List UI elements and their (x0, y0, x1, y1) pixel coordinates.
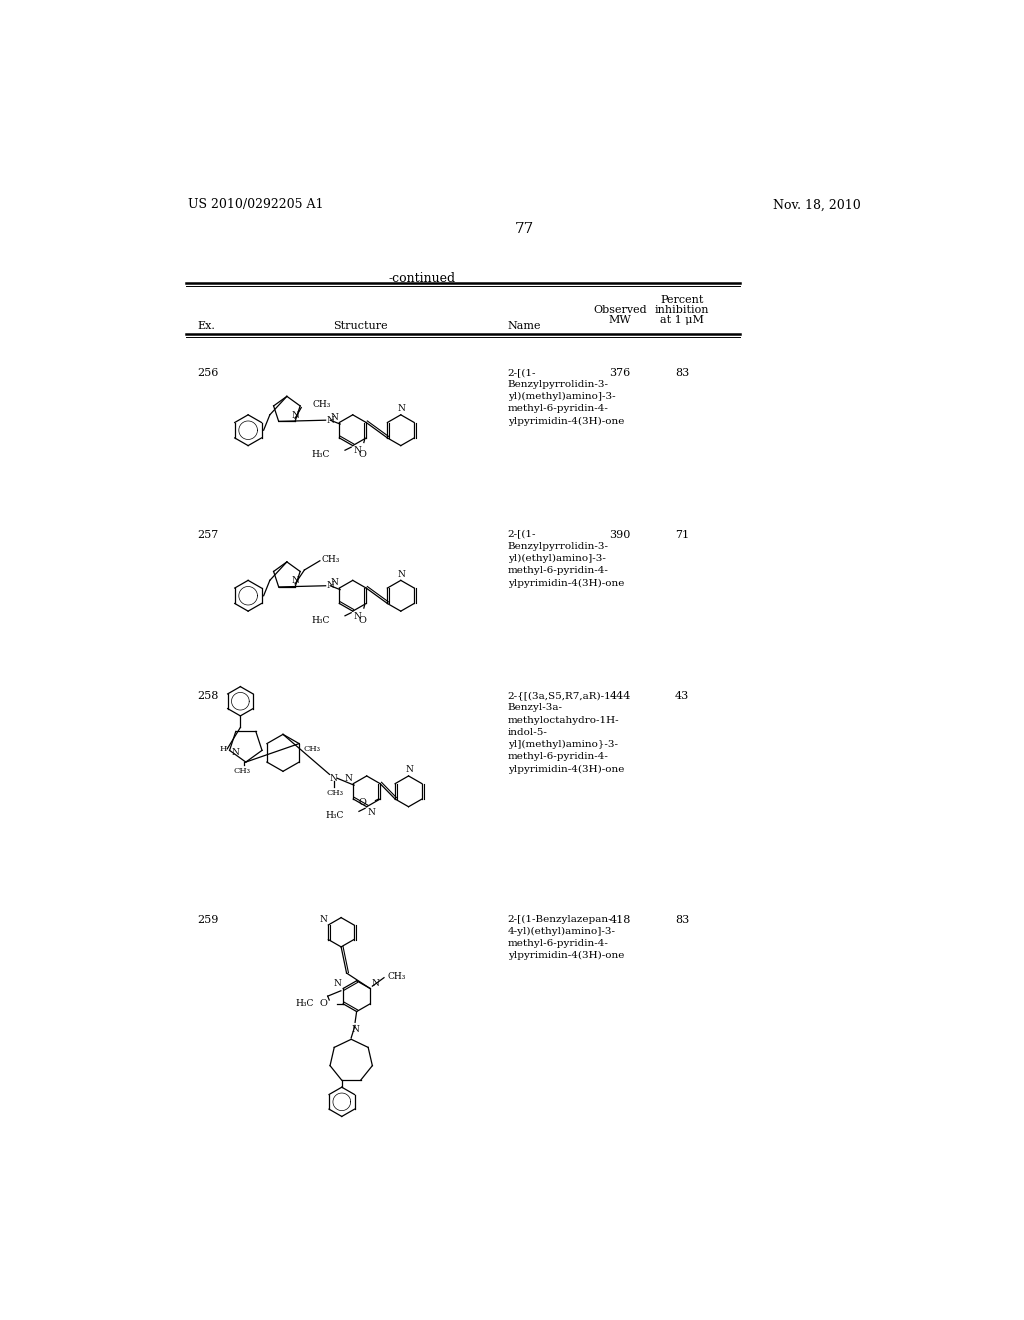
Text: N: N (330, 774, 337, 783)
Text: N: N (345, 774, 352, 783)
Text: 83: 83 (675, 915, 689, 924)
Text: 43: 43 (675, 692, 689, 701)
Text: N: N (327, 416, 334, 425)
Text: Name: Name (508, 321, 542, 331)
Text: 2-[(1-Benzylazepan-
4-yl)(ethyl)amino]-3-
methyl-6-pyridin-4-
ylpyrimidin-4(3H)-: 2-[(1-Benzylazepan- 4-yl)(ethyl)amino]-3… (508, 915, 624, 961)
Text: Observed: Observed (593, 305, 647, 315)
Text: inhibition: inhibition (655, 305, 710, 315)
Text: CH₃: CH₃ (322, 554, 340, 564)
Text: N: N (331, 578, 339, 587)
Text: N: N (406, 766, 414, 775)
Text: CH₃: CH₃ (303, 744, 321, 752)
Text: 2-[(1-
Benzylpyrrolidin-3-
yl)(ethyl)amino]-3-
methyl-6-pyridin-4-
ylpyrimidin-4: 2-[(1- Benzylpyrrolidin-3- yl)(ethyl)ami… (508, 529, 624, 587)
Text: at 1 μM: at 1 μM (660, 315, 705, 326)
Text: N: N (292, 577, 300, 585)
Text: H₃C: H₃C (295, 999, 313, 1008)
Text: H: H (219, 744, 226, 752)
Text: MW: MW (608, 315, 632, 326)
Text: US 2010/0292205 A1: US 2010/0292205 A1 (188, 198, 324, 211)
Text: 444: 444 (609, 692, 631, 701)
Text: Structure: Structure (333, 321, 388, 331)
Text: 376: 376 (609, 368, 631, 378)
Text: N: N (353, 446, 361, 455)
Text: O: O (358, 450, 367, 459)
Text: N: N (351, 1026, 359, 1035)
Text: N: N (372, 978, 380, 987)
Text: H₃C: H₃C (325, 812, 343, 821)
Text: 257: 257 (198, 529, 219, 540)
Text: O: O (358, 615, 367, 624)
Text: N: N (353, 612, 361, 620)
Text: N: N (292, 411, 300, 420)
Text: CH₃: CH₃ (387, 972, 406, 981)
Text: Ex.: Ex. (198, 321, 216, 331)
Text: 258: 258 (198, 692, 219, 701)
Text: N: N (231, 748, 240, 758)
Text: 83: 83 (675, 368, 689, 378)
Text: 259: 259 (198, 915, 219, 924)
Text: 390: 390 (609, 529, 631, 540)
Text: N: N (319, 915, 328, 924)
Text: H₃C: H₃C (311, 450, 330, 459)
Text: O: O (358, 797, 367, 807)
Text: -continued: -continued (389, 272, 456, 285)
Text: 71: 71 (675, 529, 689, 540)
Text: CH₃: CH₃ (327, 789, 343, 797)
Text: 418: 418 (609, 915, 631, 924)
Text: 2-{[(3a,S5,R7,aR)-1-
Benzyl-3a-
methyloctahydro-1H-
indol-5-
yl](methyl)amino}-3: 2-{[(3a,S5,R7,aR)-1- Benzyl-3a- methyloc… (508, 692, 624, 774)
Text: 256: 256 (198, 368, 219, 378)
Text: CH₃: CH₃ (233, 767, 251, 775)
Text: N: N (368, 808, 376, 817)
Text: N: N (327, 581, 334, 590)
Text: 2-[(1-
Benzylpyrrolidin-3-
yl)(methyl)amino]-3-
methyl-6-pyridin-4-
ylpyrimidin-: 2-[(1- Benzylpyrrolidin-3- yl)(methyl)am… (508, 368, 624, 426)
Text: N: N (397, 570, 406, 579)
Text: 77: 77 (515, 222, 535, 235)
Text: N: N (334, 978, 342, 987)
Text: H₃C: H₃C (311, 616, 330, 624)
Text: Nov. 18, 2010: Nov. 18, 2010 (773, 198, 861, 211)
Text: N: N (331, 413, 339, 422)
Text: O: O (319, 999, 328, 1008)
Text: CH₃: CH₃ (312, 400, 331, 409)
Text: Percent: Percent (660, 296, 703, 305)
Text: N: N (397, 404, 406, 413)
